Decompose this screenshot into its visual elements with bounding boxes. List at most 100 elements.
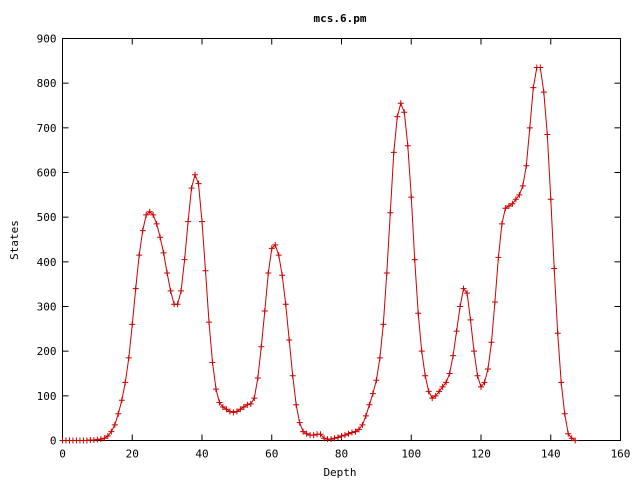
- data-point: [247, 400, 254, 407]
- data-point: [286, 337, 293, 343]
- data-point: [216, 399, 223, 406]
- data-point: [446, 370, 453, 377]
- data-point: [279, 272, 286, 279]
- data-point: [205, 319, 212, 326]
- data-point: [376, 354, 383, 361]
- data-point: [181, 256, 188, 263]
- data-point: [289, 372, 296, 379]
- data-point: [509, 200, 516, 207]
- data-point: [146, 208, 153, 215]
- data-point: [111, 421, 118, 428]
- data-point: [478, 383, 484, 390]
- data-point: [530, 84, 537, 91]
- y-tick-label: 900: [37, 33, 57, 46]
- data-point: [460, 285, 467, 292]
- data-point: [394, 113, 401, 120]
- data-point: [418, 348, 425, 355]
- data-point: [551, 265, 558, 272]
- data-point: [226, 408, 233, 415]
- x-tick-label: 40: [195, 448, 208, 461]
- data-point: [258, 343, 265, 350]
- data-point: [212, 386, 219, 393]
- data-point: [321, 435, 328, 442]
- data-point: [457, 303, 464, 310]
- data-point: [164, 270, 171, 276]
- data-point: [310, 432, 317, 439]
- data-point: [464, 290, 471, 297]
- data-point: [300, 428, 307, 435]
- data-point: [209, 359, 216, 366]
- data-point: [467, 316, 474, 323]
- y-tick-label: 300: [37, 301, 57, 314]
- data-point: [331, 435, 338, 442]
- data-point: [411, 256, 418, 263]
- y-axis-label: States: [8, 220, 21, 260]
- data-point: [317, 431, 324, 438]
- data-point: [254, 374, 261, 381]
- data-point: [118, 397, 125, 404]
- data-point: [328, 436, 335, 443]
- data-point: [272, 241, 279, 248]
- data-point: [443, 379, 450, 386]
- data-point: [178, 287, 185, 294]
- y-tick-label: 100: [37, 390, 57, 403]
- data-point: [115, 410, 122, 417]
- data-point: [240, 404, 247, 410]
- data-point: [387, 209, 394, 216]
- data-point: [565, 430, 572, 437]
- data-point: [265, 270, 272, 276]
- data-point: [108, 428, 115, 435]
- data-point: [150, 211, 157, 218]
- data-point: [502, 205, 509, 212]
- data-point: [484, 366, 491, 373]
- data-point: [425, 388, 432, 395]
- data-point: [380, 321, 387, 328]
- data-point: [526, 124, 533, 131]
- data-point: [122, 379, 129, 386]
- data-point: [143, 211, 150, 218]
- data-point: [261, 307, 268, 314]
- data-point: [348, 429, 355, 436]
- data-point: [397, 100, 404, 107]
- data-point: [275, 252, 282, 259]
- y-tick-label: 500: [37, 211, 57, 224]
- data-point: [129, 321, 136, 328]
- data-point: [362, 412, 369, 419]
- data-point: [471, 348, 478, 355]
- data-point: [544, 131, 551, 138]
- data-point: [359, 421, 366, 428]
- y-tick-label: 600: [37, 167, 57, 180]
- data-point-markers: [59, 64, 579, 444]
- data-point: [561, 410, 568, 417]
- data-point: [237, 406, 244, 413]
- x-tick-label: 0: [59, 448, 66, 461]
- data-point: [251, 395, 258, 402]
- data-point: [125, 354, 132, 361]
- data-point: [408, 194, 415, 201]
- data-point: [282, 301, 289, 308]
- data-point: [512, 196, 519, 203]
- y-axis: 0 100 200 300 400 500 600 700 800 900: [37, 33, 621, 448]
- x-tick-label: 20: [126, 448, 139, 461]
- x-tick-label: 140: [541, 448, 561, 461]
- data-point: [474, 372, 481, 379]
- data-point: [366, 401, 373, 408]
- data-point: [355, 426, 362, 433]
- data-point: [167, 287, 174, 294]
- data-point: [495, 254, 502, 261]
- data-point: [139, 227, 146, 234]
- x-axis: 0 20 40 60 80 100 120 140 160: [59, 38, 630, 461]
- plot-area-frame: [62, 38, 621, 441]
- data-point: [174, 301, 181, 308]
- x-tick-label: 60: [265, 448, 278, 461]
- x-tick-label: 100: [401, 448, 421, 461]
- data-point: [132, 285, 139, 292]
- data-point: [219, 404, 226, 410]
- data-point: [341, 432, 348, 439]
- data-point: [369, 390, 376, 397]
- data-point: [233, 408, 240, 415]
- data-point: [523, 162, 530, 169]
- data-point: [188, 185, 195, 192]
- data-point: [185, 218, 192, 225]
- data-point: [136, 252, 143, 259]
